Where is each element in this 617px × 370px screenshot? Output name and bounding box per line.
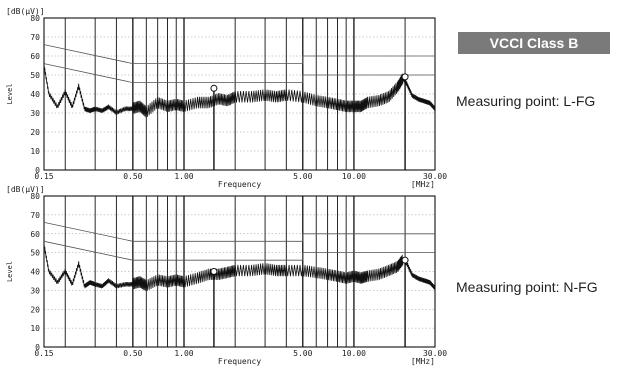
x-axis-label: Frequency <box>218 357 262 366</box>
measured-trace <box>43 242 436 292</box>
y-tick-label: 30 <box>30 109 40 118</box>
x-tick-label: 0.15 <box>34 349 53 358</box>
y-tick-label: 50 <box>30 249 40 258</box>
limit-line <box>43 240 435 261</box>
y-tick-label: 60 <box>30 230 40 239</box>
x-tick-label: 10.00 <box>342 172 366 181</box>
y-tick-label: 40 <box>30 90 40 99</box>
y-tick-label: 80 <box>30 192 40 201</box>
x-tick-label: 10.00 <box>342 349 366 358</box>
x-unit-label: [MHz] <box>411 357 435 366</box>
plot-frame <box>43 17 436 171</box>
peak-marker <box>401 256 409 264</box>
x-tick-label: 30.00 <box>423 349 447 358</box>
y-tick-label: 0 <box>35 343 40 352</box>
y-tick-label: 20 <box>30 305 40 314</box>
y-tick-label: 30 <box>30 286 40 295</box>
x-axis-label: Frequency <box>218 180 262 189</box>
vcci-class-badge: VCCI Class B <box>458 32 610 54</box>
chart-1: 0 10 20 30 40 50 60 70 80 0.15 0.50 1.00 5.00 10.00 30… <box>6 7 447 189</box>
y-tick-label: 0 <box>35 166 40 175</box>
y-axis-label: Level <box>6 83 14 104</box>
measured-trace <box>43 62 436 118</box>
limit-line <box>43 222 435 242</box>
peak-marker <box>210 84 218 92</box>
x-unit-label: [MHz] <box>411 180 435 189</box>
measuring-point-nfg-label: Measuring point: N-FG <box>456 279 598 295</box>
y-tick-label: 70 <box>30 211 40 220</box>
plot-frame <box>43 195 436 348</box>
x-tick-label: 0.50 <box>123 349 142 358</box>
peak-marker <box>210 268 218 275</box>
peak-marker <box>401 73 409 81</box>
y-tick-label: 70 <box>30 33 40 42</box>
y-unit-label: [dB(μV)] <box>6 7 45 16</box>
measuring-point-lfg-label: Measuring point: L-FG <box>456 93 596 109</box>
limit-line <box>43 44 435 64</box>
y-tick-label: 80 <box>30 14 40 23</box>
limit-line <box>43 63 435 83</box>
y-tick-label: 10 <box>30 147 40 156</box>
x-tick-label: 0.50 <box>123 172 142 181</box>
chart-2: 0 10 20 30 40 50 60 70 80 0.15 0.50 1.00 5.00 10.00 30… <box>6 185 447 366</box>
y-tick-label: 50 <box>30 71 40 80</box>
x-tick-label: 1.00 <box>174 349 193 358</box>
y-axis-label: Level <box>6 261 14 282</box>
x-tick-label: 30.00 <box>423 172 447 181</box>
x-tick-label: 0.15 <box>34 172 53 181</box>
x-tick-label: 5.00 <box>293 172 312 181</box>
y-unit-label: [dB(μV)] <box>6 185 45 194</box>
y-tick-label: 60 <box>30 52 40 61</box>
x-tick-label: 1.00 <box>174 172 193 181</box>
y-tick-label: 10 <box>30 324 40 333</box>
x-tick-label: 5.00 <box>293 349 312 358</box>
y-tick-label: 40 <box>30 268 40 277</box>
y-tick-label: 20 <box>30 128 40 137</box>
